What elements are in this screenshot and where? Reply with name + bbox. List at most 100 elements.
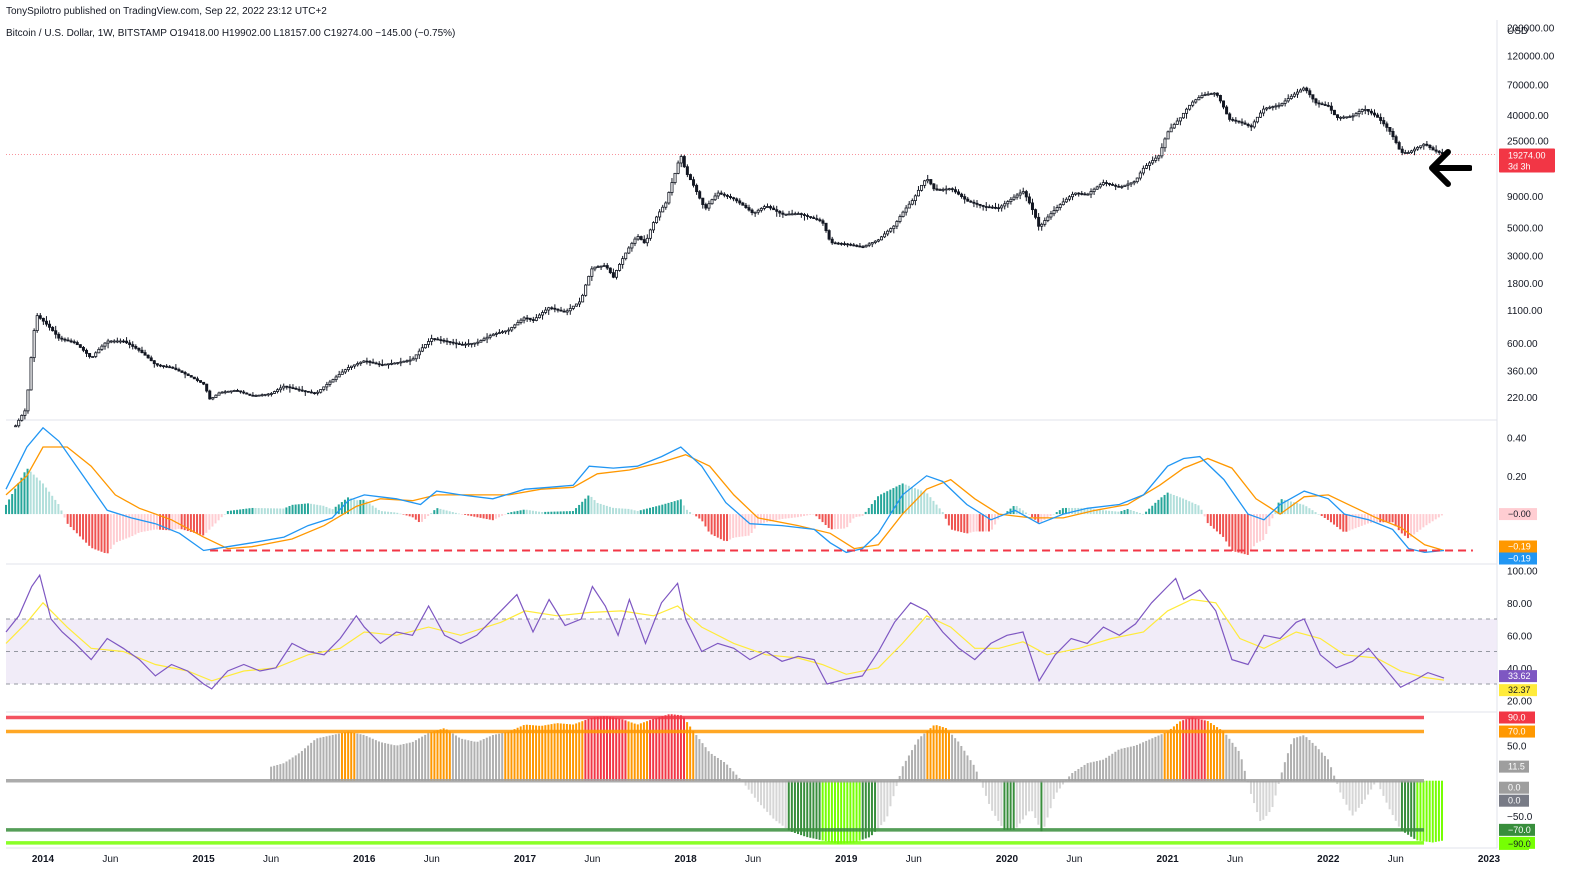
macd-value-label: −0.19: [1508, 542, 1531, 552]
candle-body: [920, 184, 924, 191]
macd-histogram-bar: [571, 511, 574, 515]
candle-body: [1135, 177, 1139, 183]
candle-body: [1185, 108, 1189, 114]
candle-body: [1123, 184, 1127, 187]
macd-histogram-bar: [306, 503, 309, 515]
macd-histogram-bar: [17, 483, 20, 515]
publisher-line: TonySpilotro published on TradingView.co…: [6, 6, 327, 17]
candle-body: [611, 272, 615, 278]
macd-histogram-bar: [479, 514, 482, 518]
oscillator-bar: [713, 755, 716, 781]
macd-histogram-bar: [667, 502, 670, 515]
candle-body: [235, 390, 239, 392]
candle-body: [1034, 209, 1038, 218]
macd-histogram-bar: [1142, 513, 1145, 515]
oscillator-bar: [787, 780, 790, 831]
oscillator-bar: [568, 724, 571, 781]
macd-histogram-bar: [72, 514, 75, 531]
candle-body: [661, 206, 665, 213]
oscillator-bar: [766, 780, 769, 812]
macd-histogram-bar: [143, 514, 146, 532]
macd-histogram-bar: [809, 514, 812, 515]
candle-body: [839, 242, 843, 245]
candle-body: [337, 374, 341, 378]
candle-body: [97, 348, 101, 354]
oscillator-bar: [532, 725, 535, 781]
macd-histogram-bar: [220, 514, 223, 518]
macd-histogram-bar: [1265, 514, 1268, 534]
candle-body: [1305, 87, 1309, 92]
oscillator-bar: [864, 780, 867, 839]
oscillator-bar: [1102, 759, 1105, 781]
macd-histogram-bar: [1268, 514, 1271, 527]
oscillator-bar: [624, 720, 627, 781]
candle-body: [276, 389, 280, 392]
candle-body: [263, 393, 267, 396]
oscillator-bar: [1055, 780, 1058, 793]
oscillator-bar: [855, 780, 858, 842]
candle-body: [929, 179, 933, 185]
candle-body: [1197, 97, 1201, 101]
oscillator-bar: [1163, 732, 1166, 781]
macd-histogram-bar: [233, 510, 236, 515]
macd-histogram-bar: [608, 506, 611, 515]
candle-body: [852, 244, 856, 247]
oscillator-bar: [1157, 735, 1160, 781]
macd-histogram-bar: [168, 514, 171, 531]
candle-body: [1286, 98, 1290, 102]
macd-histogram-bar: [799, 514, 802, 517]
candle-body: [1191, 101, 1195, 106]
macd-histogram-bar: [82, 514, 85, 540]
candle-body: [202, 381, 206, 385]
macd-histogram-bar: [987, 514, 990, 532]
macd-histogram-bar: [682, 505, 685, 515]
macd-histogram-bar: [88, 514, 91, 546]
macd-histogram-bar: [374, 507, 377, 515]
oscillator-bar: [498, 733, 501, 781]
candle-body: [676, 162, 680, 174]
oscillator-bar: [615, 718, 618, 781]
macd-histogram-bar: [128, 514, 131, 538]
candle-body: [587, 275, 591, 286]
last-price-badge: [1499, 148, 1555, 173]
candle-body: [88, 352, 92, 358]
oscillator-bar: [374, 740, 377, 781]
macd-histogram-bar: [661, 504, 664, 515]
macd-histogram-bar: [726, 514, 729, 542]
oscillator-bar: [1249, 780, 1252, 794]
macd-histogram-bar: [812, 514, 815, 515]
candle-body: [932, 183, 936, 190]
candle-body: [134, 346, 138, 349]
macd-histogram-bar: [1240, 514, 1243, 554]
candle-body: [1218, 95, 1222, 102]
candle-body: [1009, 198, 1013, 202]
macd-histogram-bar: [602, 504, 605, 515]
candle-body: [541, 312, 545, 316]
candle-body: [972, 201, 976, 204]
candle-body: [331, 379, 335, 383]
macd-histogram-bar: [547, 511, 550, 515]
macd-histogram-bar: [368, 503, 371, 515]
oscillator-bar: [957, 741, 960, 781]
oscillator-bar: [892, 780, 895, 797]
macd-histogram-bar: [66, 514, 69, 524]
macd-histogram-bar: [319, 505, 322, 515]
candle-body: [1283, 100, 1287, 104]
oscillator-bar: [642, 722, 645, 781]
time-axis-tick: 2023: [1478, 854, 1501, 865]
macd-histogram-bar: [1018, 508, 1021, 515]
price-axis-tick: 25000.00: [1507, 136, 1549, 147]
macd-histogram-bar: [328, 508, 331, 515]
candle-body: [975, 202, 979, 205]
candle-body: [131, 344, 135, 347]
candle-body: [950, 188, 954, 191]
candle-body: [759, 208, 763, 211]
candle-body: [827, 230, 831, 240]
macd-histogram-bar: [310, 503, 313, 515]
candle-body: [1111, 183, 1115, 186]
candle-body: [1212, 92, 1216, 95]
macd-histogram-bar: [954, 514, 957, 531]
macd-histogram-bar: [433, 510, 436, 515]
oscillator-bar: [1314, 745, 1317, 781]
oscillator-bar: [587, 718, 590, 781]
